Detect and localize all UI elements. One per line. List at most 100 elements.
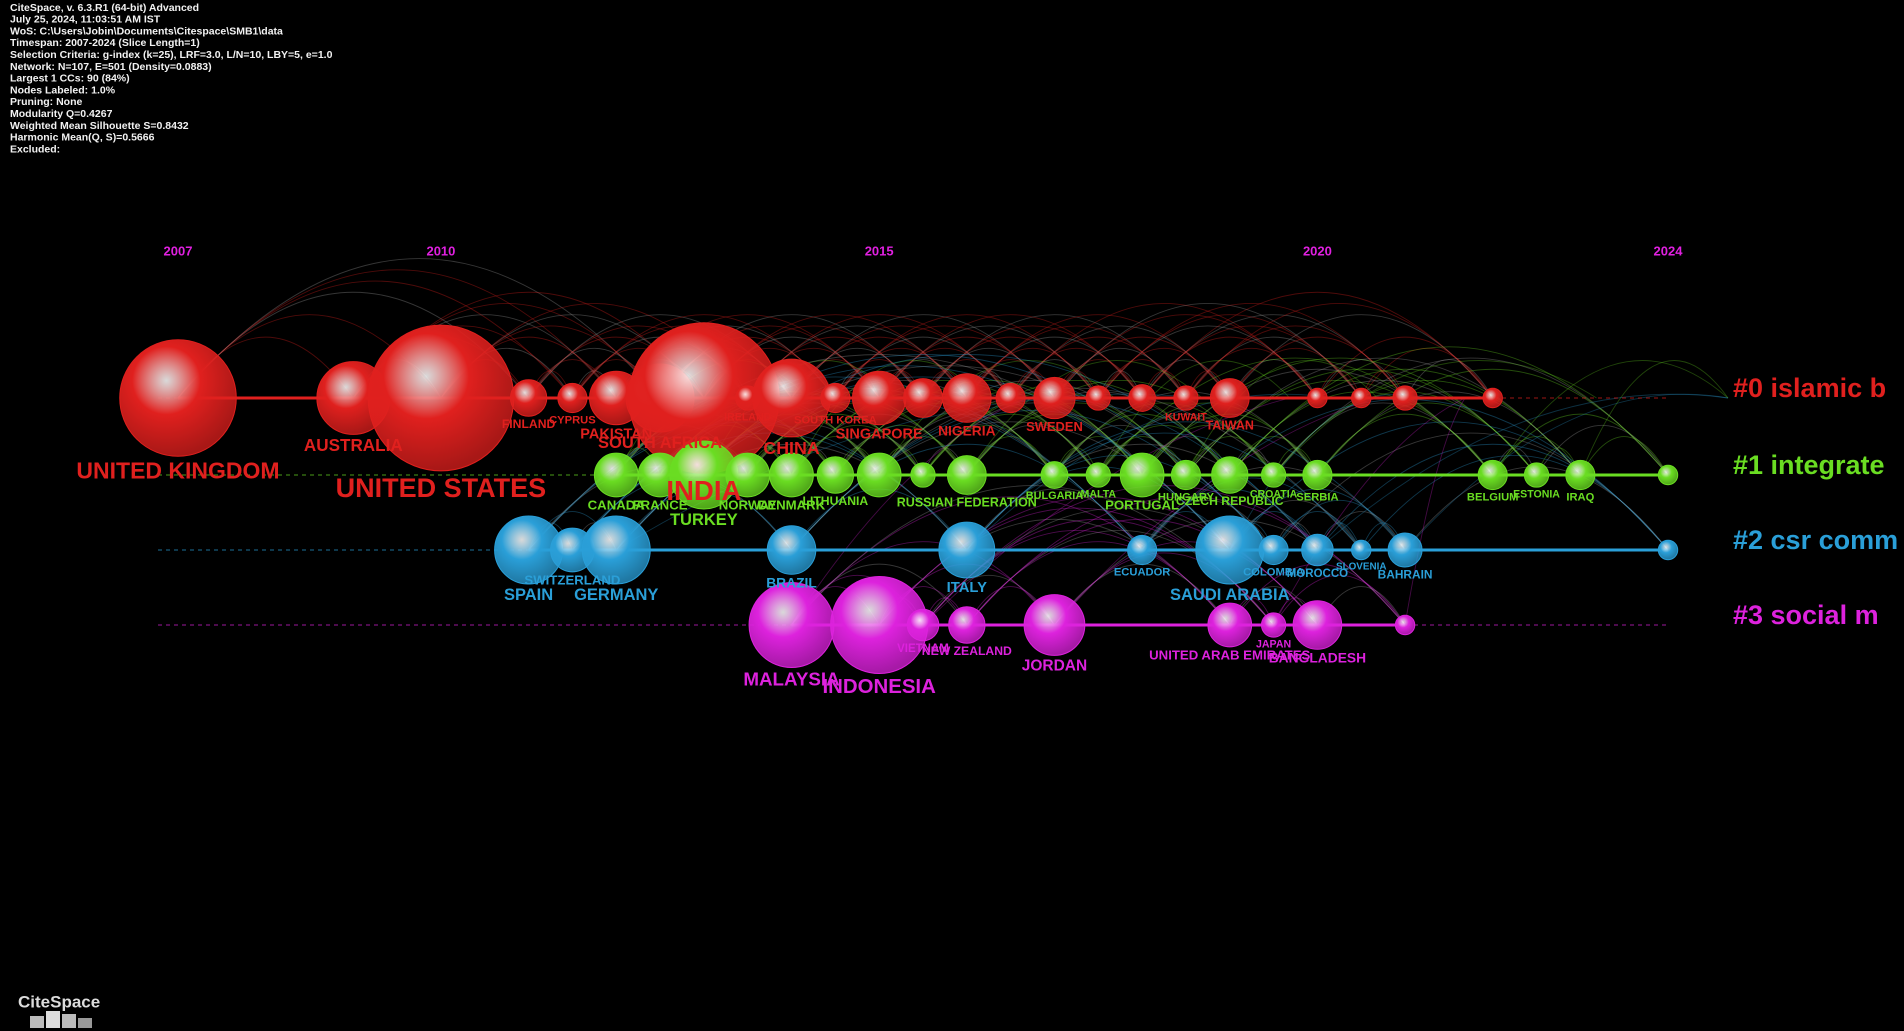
link [1229,380,1537,476]
logo-block [46,1011,60,1028]
node [1301,533,1334,567]
node-label: CHINA [763,438,819,458]
link [1273,432,1669,551]
node [1307,387,1328,409]
link [1097,425,1231,476]
node [1394,614,1416,636]
link [1054,413,1231,476]
link [1317,511,1406,551]
link [834,325,1055,399]
node-label: NORWAY [719,498,777,513]
node [1023,594,1086,656]
link [1273,357,1669,476]
link [1054,314,1318,399]
info-line: Modularity Q=0.4267 [10,108,113,120]
link [922,348,1055,399]
node-label: CANADA [588,498,646,513]
link [834,314,1099,399]
info-line: Timespan: 2007-2024 (Slice Length=1) [10,37,200,49]
node [509,379,548,417]
node [593,452,639,498]
link [1141,291,1494,399]
node-label: ESTONIA [1513,488,1560,500]
link [878,314,1143,399]
link [922,314,1187,399]
node-label: CYPRUS [549,414,596,426]
link [878,518,1231,626]
link [1492,436,1581,476]
link [966,421,1406,551]
node-label: MALAYSIA [743,669,840,690]
link [966,336,1143,399]
year-label: 2015 [865,243,894,258]
node-label: LITHUANIA [803,494,869,508]
link [1404,393,1729,551]
nodes [119,322,1679,675]
year-label: 2020 [1303,243,1332,258]
link [1229,346,1669,476]
link [1010,348,1143,399]
node [1482,387,1503,409]
link [922,336,1099,399]
link [966,325,1187,399]
node [1657,464,1679,486]
node [1119,452,1165,498]
link [1317,368,1669,476]
link [966,314,1231,399]
node [1170,459,1202,491]
node [1040,461,1069,489]
node-label: SAUDI ARABIA [1170,586,1290,604]
link [1229,336,1406,399]
node [820,382,851,414]
link [1097,325,1318,399]
year-label: 2007 [164,243,193,258]
info-line: Excluded: [10,143,60,155]
link [1185,348,1318,399]
link [1054,303,1362,399]
link [834,348,968,399]
link [1141,425,1274,476]
link [1360,455,1669,551]
info-line: Harmonic Mean(Q, S)=0.5666 [10,132,155,144]
logo-block [78,1018,92,1028]
node [769,452,814,498]
node [119,339,237,457]
link [1229,348,1362,399]
node-label: BRAZIL [766,576,817,591]
link [1097,357,1494,476]
info-line: Selection Criteria: g-index (k=25), LRF=… [10,49,333,61]
node [1033,376,1076,420]
link [1010,359,1099,399]
link [1054,348,1187,399]
link [1273,500,1406,551]
node [906,608,940,642]
info-line: Network: N=107, E=501 (Density=0.0883) [10,61,212,73]
link [1360,348,1494,399]
node-label: ECUADOR [1114,566,1171,578]
link [1141,336,1318,399]
node-label: UNITED STATES [336,473,547,503]
node [816,456,855,494]
node-label: INDONESIA [823,676,937,698]
node-label: DENMARK [758,498,826,513]
link [1141,314,1406,399]
node-label: PORTUGAL [1105,498,1179,513]
node [1085,462,1111,488]
node [1351,387,1372,409]
node-label: JORDAN [1022,657,1087,674]
link [1097,360,1291,476]
node [995,382,1026,414]
node [1565,459,1596,491]
link [1054,402,1274,476]
link [878,380,1187,476]
node-label: SINGAPORE [836,427,923,443]
node-label: SWEDEN [1026,419,1083,434]
node-label: BANGLADESH [1269,651,1366,666]
node [1128,384,1156,412]
link [1229,314,1494,399]
link [966,496,1406,626]
node-label: AUSTRALIA [304,436,403,455]
link [1273,380,1581,476]
year-label: 2010 [426,243,455,258]
